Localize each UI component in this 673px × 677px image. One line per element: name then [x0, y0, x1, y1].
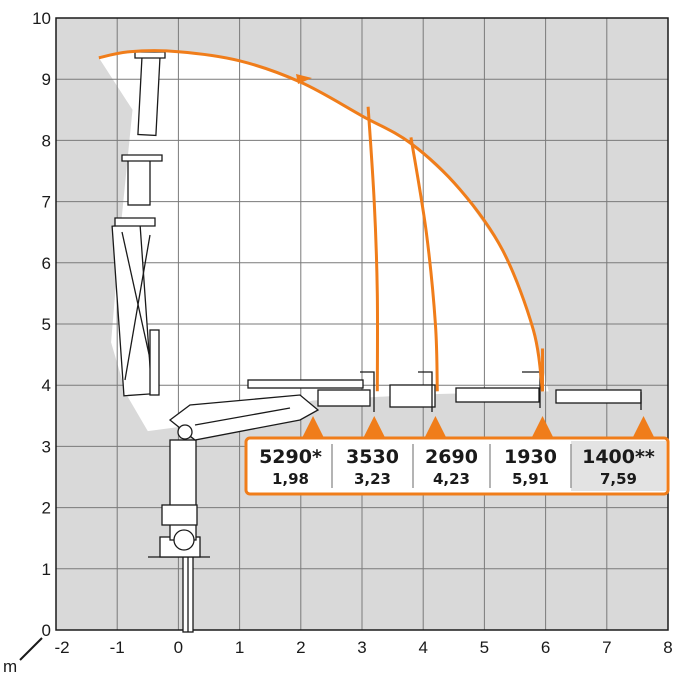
x-axis-unit-label: m: [3, 657, 17, 676]
outer-reach-curve: [98, 49, 544, 392]
crane-extension-4: [455, 387, 540, 403]
load-marker: [302, 416, 325, 438]
x-tick-label: -1: [110, 638, 125, 657]
hook-2: [418, 371, 433, 412]
load-marker: [363, 416, 386, 438]
crane-drawing: [111, 51, 642, 633]
x-tick-label: 4: [418, 638, 427, 657]
x-tick-label: 7: [602, 638, 611, 657]
x-tick-label: 1: [235, 638, 244, 657]
reach-curve-drop-1: [366, 106, 380, 392]
crane-extension-5: [555, 389, 642, 404]
x-tick-label: 0: [174, 638, 183, 657]
folded-boom-top: [137, 53, 161, 137]
load-capacity: 1930: [504, 446, 557, 468]
load-reach: 4,23: [433, 470, 470, 488]
y-tick-label: 2: [42, 499, 51, 518]
hook-1: [360, 371, 375, 412]
y-tick-label: 8: [42, 131, 51, 150]
load-cell-highlight: [571, 441, 666, 491]
load-marker: [531, 416, 554, 438]
x-tick-label: -2: [54, 638, 69, 657]
reach-curve-drop-2: [409, 137, 439, 392]
load-position-markers: [302, 416, 655, 438]
load-capacity: 2690: [425, 446, 478, 468]
y-tick-label: 0: [42, 621, 51, 640]
load-capacity: 3530: [346, 446, 399, 468]
y-tick-label: 9: [42, 70, 51, 89]
load-reach: 5,91: [512, 470, 549, 488]
curve-arrow: [296, 74, 312, 84]
load-capacity: 5290*: [259, 446, 322, 468]
x-tick-label: 6: [541, 638, 550, 657]
y-tick-label: 4: [42, 376, 51, 395]
load-reach: 7,59: [600, 470, 637, 488]
crane-extension-1: [247, 379, 364, 389]
y-tick-label: 3: [42, 437, 51, 456]
crane-main-boom: [168, 394, 320, 441]
plot-border: [55, 17, 669, 631]
crane-extension-3: [389, 384, 436, 408]
y-tick-label: 6: [42, 254, 51, 273]
y-tick-label: 1: [42, 560, 51, 579]
folded-boom-mid: [127, 159, 151, 206]
y-tick-label: 10: [32, 9, 51, 28]
x-tick-label: 5: [480, 638, 489, 657]
x-tick-label: 2: [296, 638, 305, 657]
x-tick-labels: -2 -1 0 1 2 3 4 5 6 7 8: [54, 638, 672, 657]
y-tick-label: 5: [42, 315, 51, 334]
load-reach: 3,23: [354, 470, 391, 488]
load-capacity: 1400**: [582, 446, 655, 468]
x-tick-label: 3: [357, 638, 366, 657]
load-table: 5290* 1,98 3530 3,23 2690 4,23 1930 5,91 1400** 7…: [259, 444, 655, 488]
load-marker: [632, 416, 655, 438]
axis-slash: [19, 637, 43, 661]
x-tick-label: 8: [663, 638, 672, 657]
y-tick-labels: 0 1 2 3 4 5 6 7 8 9 10: [32, 9, 51, 640]
load-marker: [424, 416, 447, 438]
y-tick-label: 7: [42, 193, 51, 212]
load-table-frame: [244, 436, 670, 496]
load-reach: 1,98: [272, 470, 309, 488]
crane-extension-2: [317, 389, 371, 407]
